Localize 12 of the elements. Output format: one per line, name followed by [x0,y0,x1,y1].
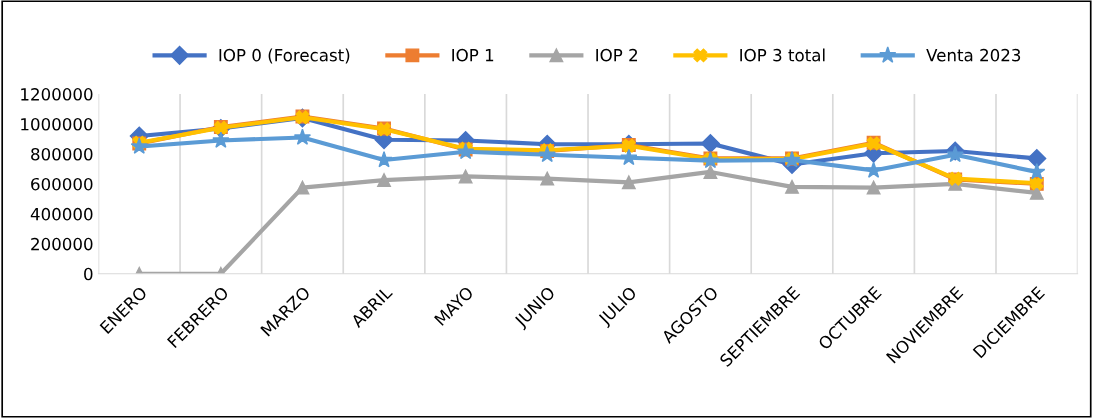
legend-label: Venta 2023 [926,48,1021,62]
y-tick-label: 200000 [31,237,93,251]
y-tick-label: 1000000 [21,117,93,131]
y-tick-label: 400000 [30,207,93,221]
y-tick-label: 600000 [31,177,93,191]
legend-label: IOP 0 (Forecast) [219,48,350,64]
y-tick-label: 0 [84,267,93,281]
y-tick-label: 1200000 [21,88,93,101]
legend-label: IOP 2 [596,48,638,62]
legend-label: IOP 1 [452,48,494,62]
y-tick-label: 800000 [31,147,93,161]
legend-label: IOP 3 total [740,48,825,62]
